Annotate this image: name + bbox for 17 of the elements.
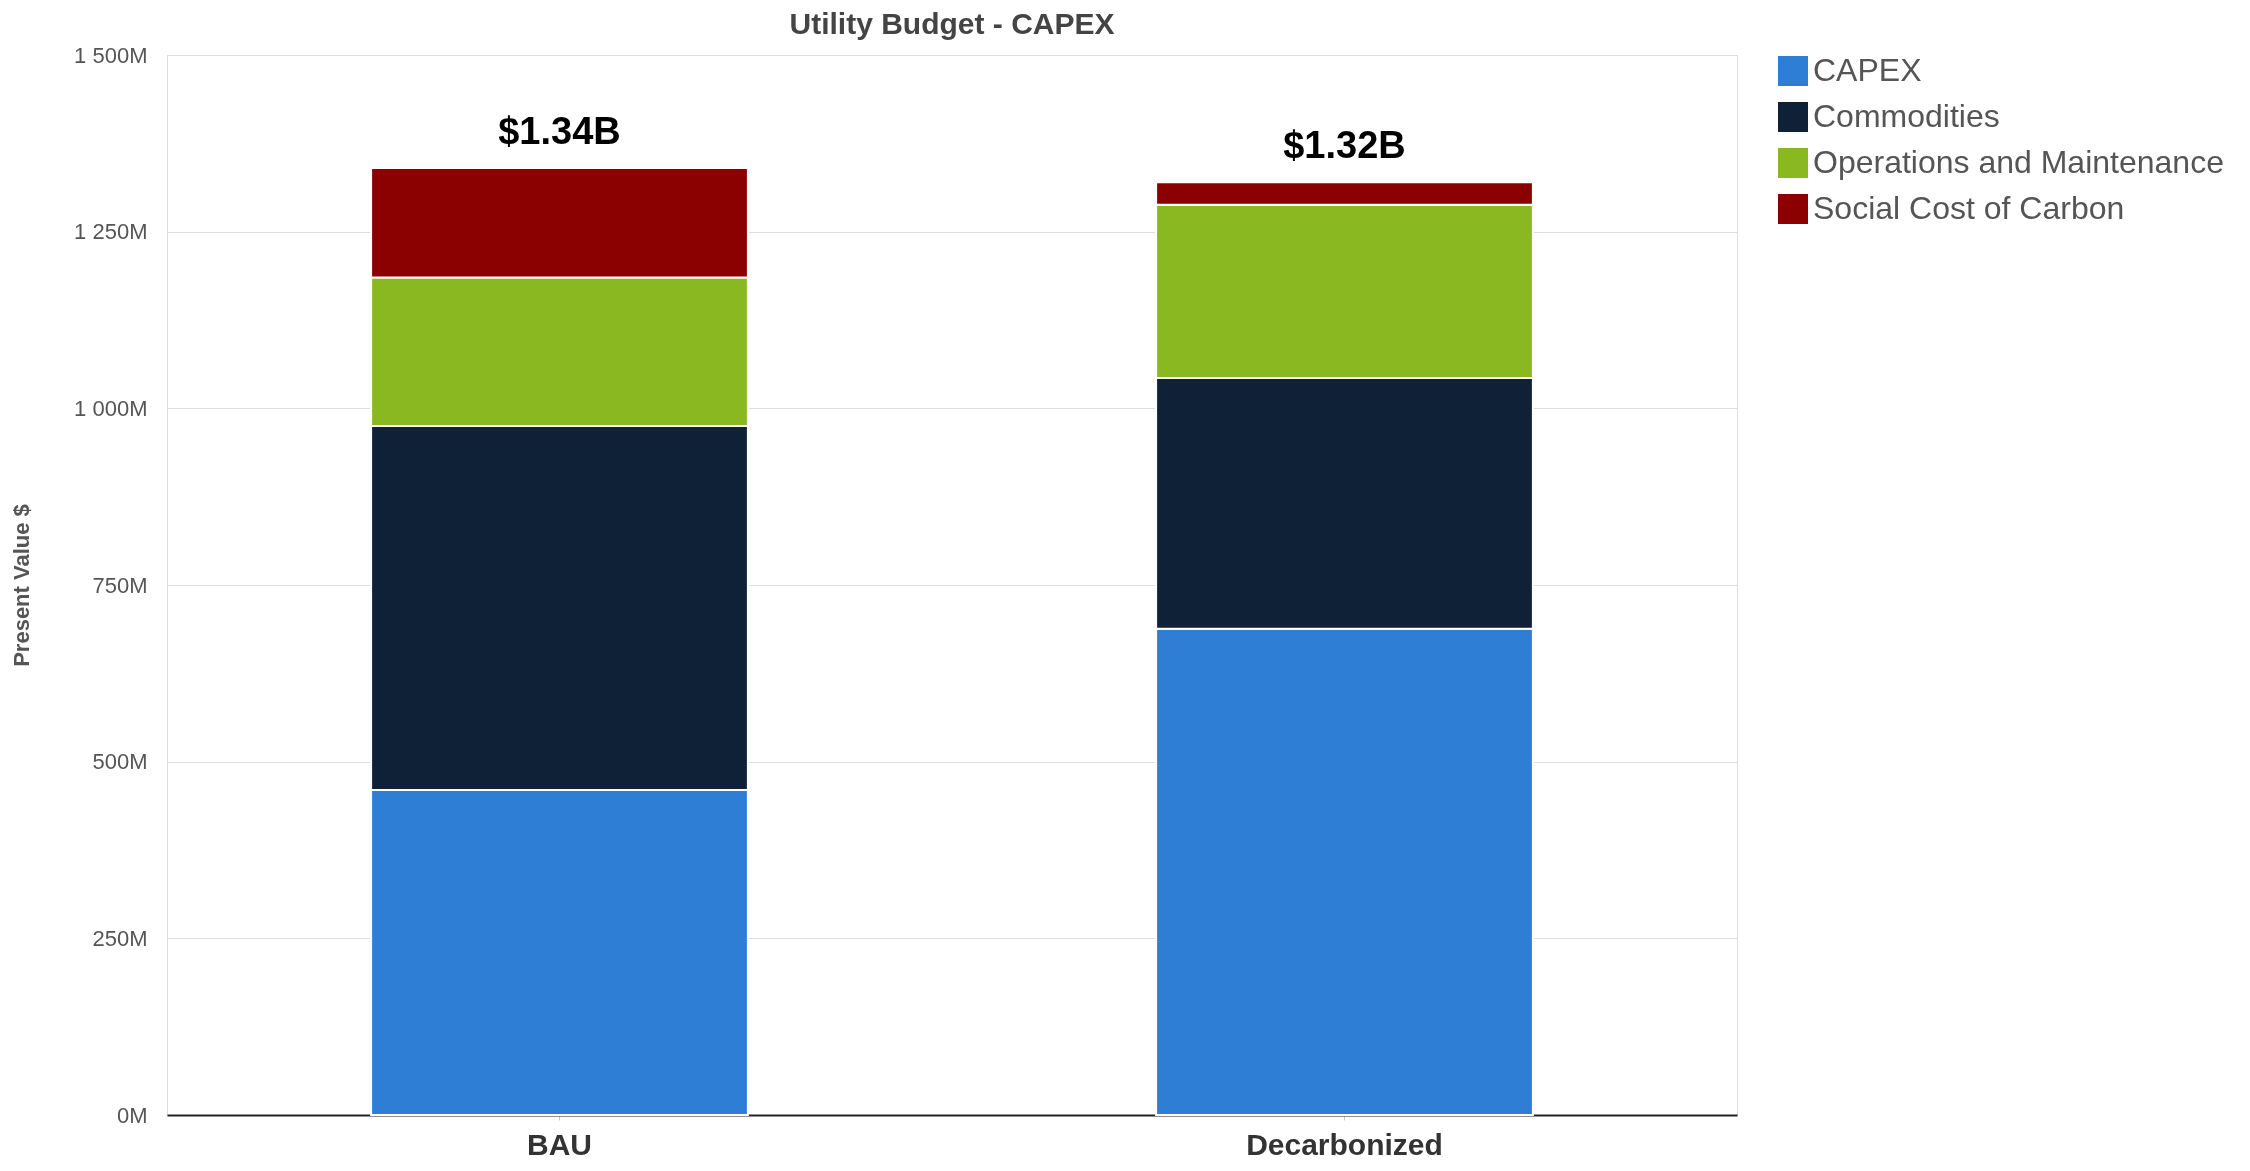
chart-title: Utility Budget - CAPEX <box>789 7 1115 40</box>
legend-label: CAPEX <box>1813 52 1922 88</box>
y-tick-label: 1 000M <box>74 395 148 421</box>
x-tick-label: BAU <box>527 1127 592 1161</box>
y-tick-label: 0M <box>116 1102 148 1128</box>
total-label: $1.32B <box>1283 124 1406 167</box>
legend-label: Operations and Maintenance <box>1813 144 2224 180</box>
y-axis-title: Present Value $ <box>9 504 35 667</box>
y-tick-label: 750M <box>92 572 148 598</box>
legend-label: Commodities <box>1813 98 2000 134</box>
y-tick-label: 250M <box>92 925 148 951</box>
y-tick-label: 1 250M <box>74 219 148 245</box>
y-tick-label: 500M <box>92 749 148 775</box>
total-label: $1.34B <box>498 110 621 153</box>
legend-label: Social Cost of Carbon <box>1813 190 2125 226</box>
x-tick-label: Decarbonized <box>1246 1127 1443 1161</box>
y-tick-label: 1 500M <box>74 42 148 68</box>
